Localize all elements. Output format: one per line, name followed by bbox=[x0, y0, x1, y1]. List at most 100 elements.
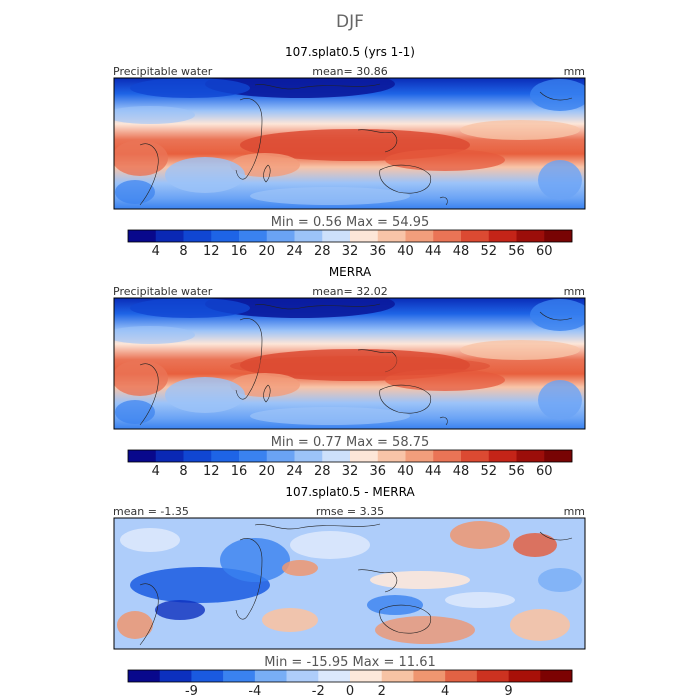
colorbar-1-swatch bbox=[516, 230, 545, 242]
colorbar-2-swatch bbox=[128, 450, 157, 462]
colorbar-2-tick-label: 36 bbox=[369, 464, 386, 479]
panel-2-units: mm bbox=[564, 285, 585, 298]
colorbar-1-swatch bbox=[433, 230, 462, 242]
colorbar-1-swatch bbox=[405, 230, 434, 242]
colorbar-2-swatch bbox=[239, 450, 268, 462]
panel-1-units: mm bbox=[564, 65, 585, 78]
colorbar-2-tick-label: 28 bbox=[314, 464, 331, 479]
colorbar-2-tick-label: 12 bbox=[203, 464, 220, 479]
colorbar-2-tick-label: 60 bbox=[536, 464, 553, 479]
panel-2-minmax: Min = 0.77 Max = 58.75 bbox=[271, 435, 430, 450]
colorbar-1-tick-label: 4 bbox=[152, 244, 160, 259]
colorbar-2-swatch bbox=[294, 450, 323, 462]
colorbar-3-tick-label: -9 bbox=[185, 684, 198, 699]
colorbar-3-tick-label: -2 bbox=[312, 684, 325, 699]
panel-3-units: mm bbox=[564, 505, 585, 518]
colorbar-2-swatch bbox=[544, 450, 573, 462]
colorbar-3-tick-label: 9 bbox=[504, 684, 512, 699]
panel-3-mean-label: mean = -1.35 bbox=[113, 505, 189, 518]
colorbar-3-tick-label: 4 bbox=[441, 684, 449, 699]
colorbar-1-tick-label: 20 bbox=[258, 244, 275, 259]
colorbar-3-swatch bbox=[286, 670, 319, 682]
colorbar-1-swatch bbox=[350, 230, 379, 242]
colorbar-2-tick-label: 40 bbox=[397, 464, 414, 479]
colorbar-3-swatch bbox=[191, 670, 224, 682]
colorbar-1-tick-label: 16 bbox=[231, 244, 248, 259]
panel-1-variable-label: Precipitable water bbox=[113, 65, 213, 78]
colorbar-1-swatch bbox=[488, 230, 517, 242]
colorbar-2-swatch bbox=[266, 450, 295, 462]
colorbar-3-swatch bbox=[128, 670, 161, 682]
figure-title: DJF bbox=[336, 12, 364, 32]
panel-2-variable-label: Precipitable water bbox=[113, 285, 213, 298]
colorbar-2-tick-label: 44 bbox=[425, 464, 442, 479]
panel-1-mean-label: mean= 30.86 bbox=[312, 65, 387, 78]
panel-1-map bbox=[114, 78, 585, 209]
panel-1-minmax: Min = 0.56 Max = 54.95 bbox=[271, 215, 430, 230]
colorbar-1-swatch bbox=[239, 230, 268, 242]
colorbar-1-swatch bbox=[266, 230, 295, 242]
colorbar-3-swatch bbox=[350, 670, 383, 682]
colorbar-1-tick-label: 56 bbox=[508, 244, 525, 259]
colorbar-3-swatch bbox=[445, 670, 478, 682]
colorbar-1-tick-label: 40 bbox=[397, 244, 414, 259]
colorbar-1-tick-label: 60 bbox=[536, 244, 553, 259]
colorbar-3-swatch bbox=[413, 670, 446, 682]
colorbar-1-frame bbox=[127, 229, 573, 243]
colorbar-2-tick-label: 56 bbox=[508, 464, 525, 479]
panel-2-colorbar: 4 8 12 16 20 24 28 32 36 40 44 48 52 56 60 bbox=[127, 449, 573, 479]
colorbar-3-tick-label: 2 bbox=[378, 684, 386, 699]
colorbar-2-swatch bbox=[155, 450, 184, 462]
panel-3-minmax: Min = -15.95 Max = 11.61 bbox=[264, 655, 436, 670]
colorbar-1-tick-label: 28 bbox=[314, 244, 331, 259]
colorbar-3-swatch bbox=[318, 670, 351, 682]
colorbar-1-swatch bbox=[461, 230, 490, 242]
colorbar-2-tick-label: 52 bbox=[480, 464, 497, 479]
colorbar-3-swatch bbox=[159, 670, 192, 682]
colorbar-3-tick-label: -4 bbox=[248, 684, 261, 699]
colorbar-1-swatch bbox=[183, 230, 212, 242]
colorbar-2-swatch bbox=[516, 450, 545, 462]
panel-2-map bbox=[114, 298, 585, 429]
panel-3-rmse-label: rmse = 3.35 bbox=[316, 505, 384, 518]
colorbar-2-swatch bbox=[488, 450, 517, 462]
colorbar-1-swatch bbox=[128, 230, 157, 242]
colorbar-1-swatch bbox=[294, 230, 323, 242]
colorbar-1-swatch bbox=[377, 230, 406, 242]
panel-1-colorbar: 4 8 12 16 20 24 28 32 36 40 44 48 52 56 60 bbox=[127, 229, 573, 259]
colorbar-3-swatch bbox=[476, 670, 509, 682]
colorbar-1-tick-label: 32 bbox=[342, 244, 359, 259]
colorbar-2-tick-label: 20 bbox=[258, 464, 275, 479]
panel-3-map bbox=[114, 518, 585, 649]
colorbar-1-tick-label: 44 bbox=[425, 244, 442, 259]
colorbar-2-tick-label: 16 bbox=[231, 464, 248, 479]
colorbar-2-tick-label: 32 bbox=[342, 464, 359, 479]
colorbar-3-swatch bbox=[540, 670, 573, 682]
panel-3-frame bbox=[113, 517, 586, 650]
panel-2-mean-label: mean= 32.02 bbox=[312, 285, 387, 298]
colorbar-1-tick-label: 52 bbox=[480, 244, 497, 259]
colorbar-3-swatch bbox=[254, 670, 287, 682]
colorbar-1-swatch bbox=[155, 230, 184, 242]
panel-1-frame bbox=[113, 77, 586, 210]
panel-1-title: 107.splat0.5 (yrs 1-1) bbox=[285, 45, 415, 59]
colorbar-3-frame bbox=[127, 669, 573, 683]
colorbar-2-swatch bbox=[405, 450, 434, 462]
colorbar-1-tick-label: 12 bbox=[203, 244, 220, 259]
colorbar-1-tick-label: 8 bbox=[179, 244, 187, 259]
colorbar-2-tick-label: 48 bbox=[453, 464, 470, 479]
colorbar-2-frame bbox=[127, 449, 573, 463]
colorbar-2-tick-label: 4 bbox=[152, 464, 160, 479]
colorbar-2-swatch bbox=[433, 450, 462, 462]
colorbar-2-swatch bbox=[377, 450, 406, 462]
colorbar-1-swatch bbox=[544, 230, 573, 242]
colorbar-3-swatch bbox=[223, 670, 256, 682]
panel-3-colorbar: -9 -4 -2 0 2 4 9 bbox=[127, 669, 573, 699]
colorbar-3-tick-label: 0 bbox=[346, 684, 354, 699]
colorbar-3-swatch bbox=[508, 670, 541, 682]
colorbar-2-swatch bbox=[322, 450, 351, 462]
panel-2-title: MERRA bbox=[329, 265, 372, 279]
colorbar-2-swatch bbox=[183, 450, 212, 462]
